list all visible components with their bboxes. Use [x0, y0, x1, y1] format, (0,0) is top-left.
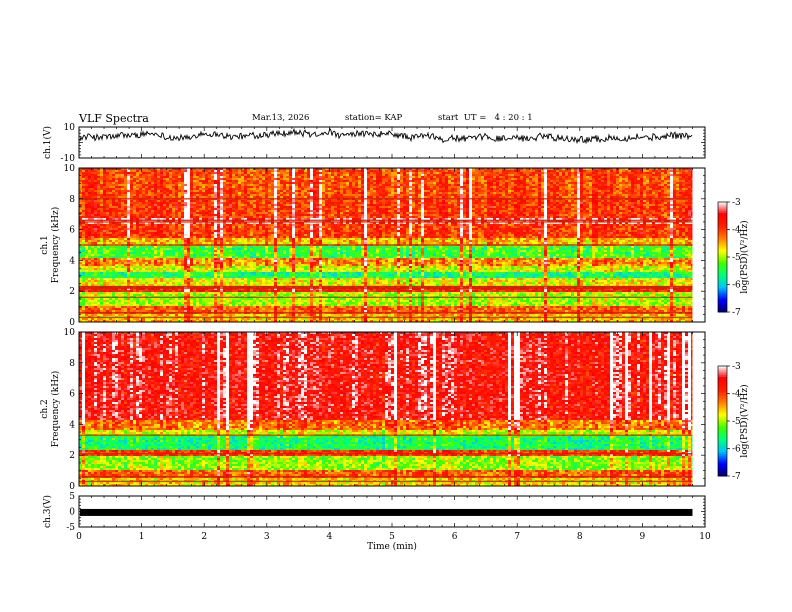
- x-axis: 0 1 2 3 4 5 6 7 8 9 10 Time (min): [76, 532, 711, 552]
- ch1-spectrogram-colorbar: -3 -4 -5 -6 -7 log(PSD)(V²/Hz): [717, 198, 750, 318]
- x-tick-label: 7: [514, 532, 520, 542]
- ch1-waveform-ylabel: ch.1(V): [42, 126, 53, 159]
- ch1-trace: [79, 127, 693, 145]
- x-axis-label: Time (min): [367, 541, 417, 552]
- colorbar-tick-label: -5: [732, 253, 741, 263]
- ch1-spectrogram-ylabel-channel: ch.1: [40, 235, 50, 254]
- ch3-waveform: 5 0 -5 ch.3(V): [42, 492, 706, 533]
- colorbar-tick-label: -7: [732, 472, 741, 482]
- ch1-spectrogram-ylabel-frequency: Frequency (kHz): [50, 207, 61, 284]
- ch1-spectrogram-ytick-label: 0: [69, 318, 75, 328]
- start-time-label: start UT = 4 : 20 : 1: [438, 113, 533, 123]
- x-tick-label: 9: [640, 532, 646, 542]
- ch1-spectrogram-ytick-label: 10: [64, 164, 76, 174]
- ch2-spectrogram-ytick-label: 10: [64, 328, 76, 338]
- ch2-spectrogram: 0 2 4 6 8 10 ch.2 Frequency (kHz): [40, 328, 706, 492]
- ch2-spectrogram-ytick-label: 2: [69, 451, 75, 461]
- ch2-spectrogram-ylabel-frequency: Frequency (kHz): [50, 371, 61, 448]
- ch2-spectrogram-colorbar: -3 -4 -5 -6 -7 log(PSD)(V²/Hz): [717, 362, 750, 482]
- x-tick-label: 1: [139, 532, 145, 542]
- colorbar-label: log(PSD)(V²/Hz): [739, 384, 750, 457]
- chart-title: VLF Spectra: [79, 112, 149, 125]
- x-tick-label: 4: [327, 532, 333, 542]
- x-tick-label: 8: [577, 532, 583, 542]
- ch2-spectrogram-cells: [79, 332, 693, 486]
- colorbar-tick-label: -3: [732, 198, 741, 208]
- ch1-spectrogram-ytick-label: 8: [69, 195, 75, 205]
- ch3-waveform-ytick-label: -5: [66, 523, 75, 533]
- ch1-waveform: 10 -10 ch.1(V): [42, 123, 706, 164]
- x-tick-label: 5: [389, 532, 395, 542]
- ch2-spectrogram-ytick-label: 8: [69, 359, 75, 369]
- x-tick-label: 2: [201, 532, 207, 542]
- ch3-waveform-ylabel: ch.3(V): [42, 495, 53, 528]
- colorbar-label: log(PSD)(V²/Hz): [739, 220, 750, 293]
- colorbar-tick-label: -7: [732, 308, 741, 318]
- ch1-spectrogram-cells: [79, 168, 693, 322]
- colorbar-tick-label: -3: [732, 362, 741, 372]
- x-tick-label: 3: [264, 532, 270, 542]
- ch2-spectrogram-ylabel-channel: ch.2: [40, 399, 50, 418]
- ch3-waveform-ytick-label: 0: [69, 508, 75, 518]
- colorbar-tick-label: -4: [732, 390, 741, 400]
- ch3-trace: [80, 508, 693, 516]
- ch1-waveform-ytick-label: -10: [61, 154, 76, 164]
- colorbar-tick-label: -6: [732, 445, 741, 455]
- ch1-spectrogram-ytick-label: 6: [69, 226, 75, 236]
- x-tick-label: 10: [699, 532, 711, 542]
- station-label: station= KAP: [345, 113, 402, 123]
- ch2-spectrogram-ytick-label: 4: [69, 420, 75, 430]
- ch3-waveform-ytick-label: 5: [69, 492, 75, 502]
- colorbar-tick-label: -4: [732, 226, 741, 236]
- ch1-spectrogram-ytick-label: 4: [69, 256, 75, 266]
- colorbar-tick-label: -5: [732, 417, 741, 427]
- x-tick-label: 6: [452, 532, 458, 542]
- ch2-spectrogram-ytick-label: 0: [69, 482, 75, 492]
- x-tick-label: 0: [76, 532, 82, 542]
- ch2-spectrogram-ytick-label: 6: [69, 390, 75, 400]
- ch1-waveform-ytick-label: 10: [64, 123, 76, 133]
- colorbar-tick-label: -6: [732, 281, 741, 291]
- ch1-spectrogram: 0 2 4 6 8 10 ch.1 Frequency (kHz): [40, 164, 706, 328]
- ch1-spectrogram-ytick-label: 2: [69, 287, 75, 297]
- date-label: Mar.13, 2026: [252, 113, 309, 123]
